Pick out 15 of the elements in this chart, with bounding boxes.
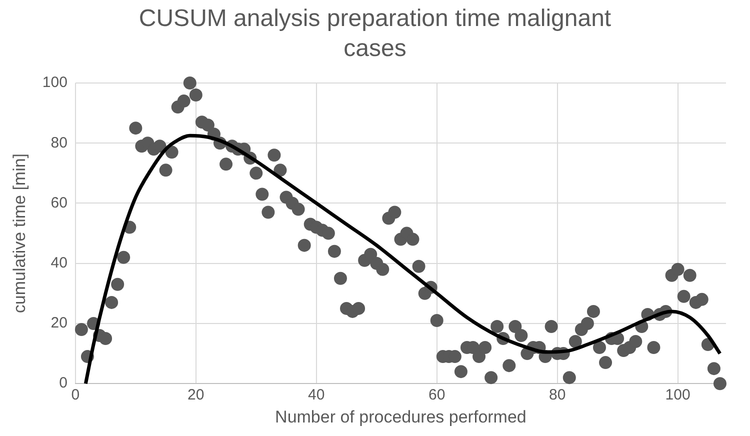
chart-title: CUSUM analysis preparation time malignant cases bbox=[138, 4, 612, 64]
x-tick-label: 60 bbox=[428, 386, 446, 404]
x-tick-label: 40 bbox=[308, 386, 325, 404]
y-tick-label: 100 bbox=[42, 74, 68, 92]
y-tick-label: 20 bbox=[50, 314, 68, 332]
x-tick-label: 20 bbox=[188, 386, 204, 404]
y-tick-label: 0 bbox=[59, 374, 68, 392]
x-tick-label: 100 bbox=[665, 386, 690, 404]
y-tick-label: 80 bbox=[50, 134, 68, 152]
y-tick-label: 60 bbox=[50, 194, 68, 212]
x-tick-label: 0 bbox=[71, 386, 80, 404]
x-tick-label: 80 bbox=[548, 386, 566, 404]
y-axis-title: cumulative time [min] bbox=[10, 153, 29, 314]
x-axis-title: Number of procedures performed bbox=[275, 407, 526, 426]
y-tick-label: 40 bbox=[50, 254, 68, 272]
